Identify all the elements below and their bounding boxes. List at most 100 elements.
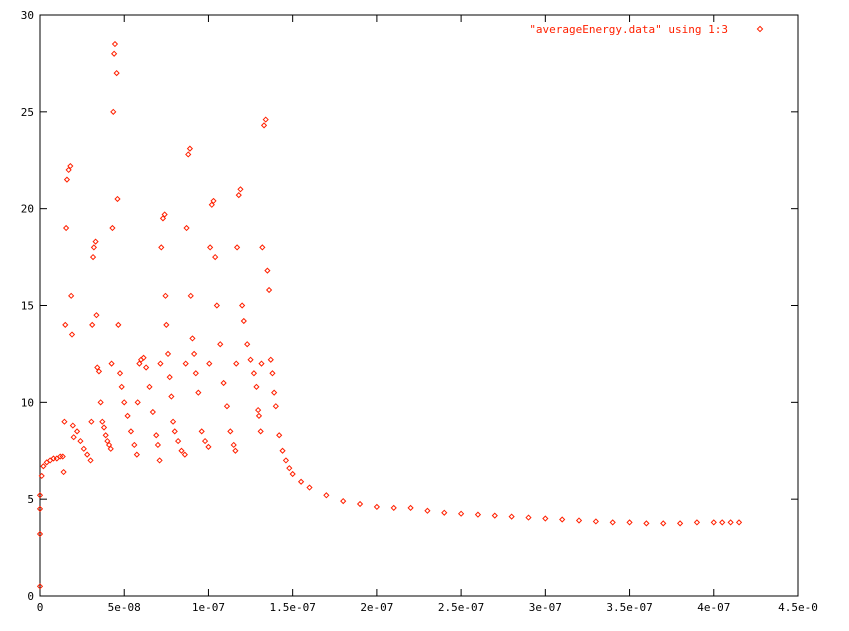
data-point xyxy=(94,364,101,371)
data-point xyxy=(90,244,98,251)
data-point xyxy=(264,267,271,274)
data-point xyxy=(441,509,448,516)
y-tick-label: 10 xyxy=(21,396,34,409)
y-tick-label: 25 xyxy=(21,106,34,119)
data-point xyxy=(61,418,68,425)
data-point xyxy=(111,50,118,57)
data-point xyxy=(108,360,115,367)
data-point xyxy=(237,186,244,193)
data-point xyxy=(297,478,305,485)
data-point xyxy=(68,292,75,299)
data-point xyxy=(163,321,170,328)
data-point xyxy=(100,424,108,431)
data-point xyxy=(227,428,234,435)
data-point xyxy=(153,432,160,439)
data-point xyxy=(121,399,128,406)
data-point xyxy=(491,512,498,519)
y-tick-label: 5 xyxy=(27,493,34,506)
legend-marker xyxy=(756,25,764,33)
x-tick-label: 3e-07 xyxy=(529,601,562,614)
data-point xyxy=(63,176,71,183)
data-point xyxy=(217,341,224,348)
data-point xyxy=(239,302,246,309)
data-point xyxy=(68,331,76,338)
data-point xyxy=(289,470,296,478)
data-point xyxy=(88,418,95,425)
data-point xyxy=(262,116,269,123)
data-point xyxy=(182,360,189,367)
data-point xyxy=(223,403,231,410)
data-point xyxy=(110,108,117,115)
data-point xyxy=(272,403,279,410)
data-point xyxy=(233,360,240,367)
data-point xyxy=(187,292,194,299)
data-point xyxy=(38,472,45,480)
data-point xyxy=(118,383,125,390)
data-point xyxy=(93,312,100,319)
data-point xyxy=(210,197,217,205)
data-point xyxy=(710,519,717,526)
data-point xyxy=(232,447,239,454)
data-point xyxy=(206,360,213,367)
data-point xyxy=(84,451,91,458)
data-point xyxy=(230,441,237,449)
data-point xyxy=(186,145,194,152)
data-point xyxy=(609,519,616,526)
data-point xyxy=(356,500,364,508)
data-point xyxy=(124,412,131,419)
data-point xyxy=(643,520,650,527)
data-point xyxy=(169,418,177,425)
data-point xyxy=(131,441,138,449)
data-point xyxy=(259,244,266,251)
data-point xyxy=(149,408,156,416)
data-point xyxy=(208,201,215,208)
data-point xyxy=(286,465,293,472)
data-point xyxy=(205,443,212,450)
data-point xyxy=(257,428,264,435)
legend-label: "averageEnergy.data" using 1:3 xyxy=(529,23,728,36)
data-point xyxy=(107,445,114,452)
data-point xyxy=(80,445,87,452)
data-point xyxy=(424,507,431,514)
data-point xyxy=(97,399,104,406)
data-point xyxy=(660,520,667,527)
data-point xyxy=(735,519,743,526)
data-point xyxy=(116,370,124,377)
data-point xyxy=(407,504,414,511)
data-point xyxy=(99,418,106,425)
data-point xyxy=(271,389,278,396)
x-tick-label: 0 xyxy=(37,601,44,614)
data-point xyxy=(233,244,241,251)
y-tick-label: 15 xyxy=(21,300,34,313)
data-point xyxy=(676,520,684,527)
x-tick-label: 1.5e-07 xyxy=(269,601,315,614)
data-point xyxy=(340,497,347,505)
data-point xyxy=(157,360,164,367)
data-point xyxy=(105,441,113,449)
data-point xyxy=(36,505,44,512)
data-point xyxy=(36,583,44,590)
y-tick-label: 20 xyxy=(21,203,34,216)
x-tick-label: 4e-07 xyxy=(697,601,730,614)
data-point xyxy=(240,317,247,325)
x-tick-label: 5e-08 xyxy=(108,601,141,614)
data-point xyxy=(207,244,214,251)
data-point xyxy=(244,341,251,348)
data-point xyxy=(133,451,140,458)
data-point xyxy=(185,151,192,158)
data-point xyxy=(67,162,74,170)
data-point xyxy=(390,504,397,511)
data-point xyxy=(323,492,330,499)
data-point xyxy=(36,492,44,499)
data-point xyxy=(592,518,599,525)
data-point xyxy=(212,253,219,261)
x-axis: 0 5e-08 1e-07 1.5e-07 2e-07 2.5e-07 3e-07 3.5e-… xyxy=(37,15,818,614)
data-point xyxy=(104,437,111,445)
data-point xyxy=(195,389,202,396)
data-point xyxy=(265,286,273,294)
data-point xyxy=(183,224,190,232)
data-point xyxy=(70,434,77,441)
data-point xyxy=(166,374,173,381)
data-point xyxy=(63,224,70,232)
